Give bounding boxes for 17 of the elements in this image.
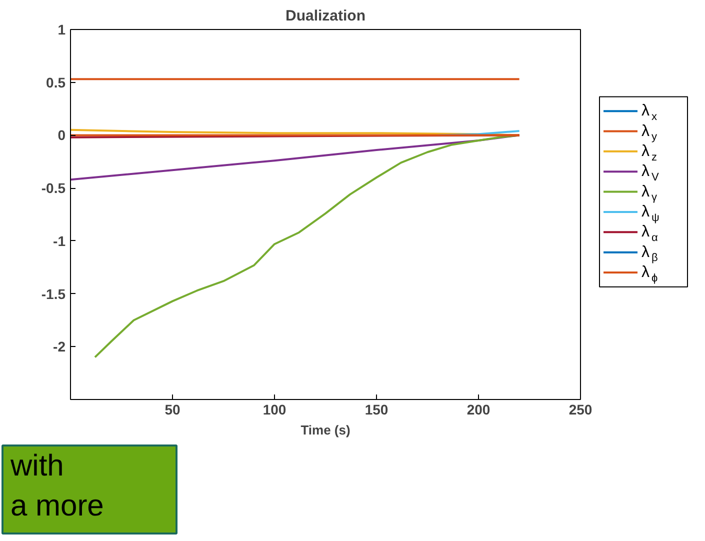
y-tick-label: -2 [53,338,66,355]
y-tick-label: -0.5 [41,180,66,196]
chart-title: Dualization [286,8,366,24]
line-series [94,134,520,358]
text: a more [10,490,104,522]
y-tick-label: 0.5 [46,74,66,90]
y-tick-label: 0 [58,127,66,144]
x-axis-title: Time (s) [300,422,350,438]
x-tick-label: 100 [262,402,286,418]
x-tick-label: 150 [364,402,388,418]
text: with [10,450,64,482]
y-tick-label: -1.5 [41,286,66,302]
x-tick-label: 50 [164,402,180,418]
y-tick-label: 1 [58,22,66,38]
x-tick-label: 250 [568,402,592,418]
x-tick-label: 200 [466,402,490,418]
y-tick-label: -1 [53,232,66,249]
